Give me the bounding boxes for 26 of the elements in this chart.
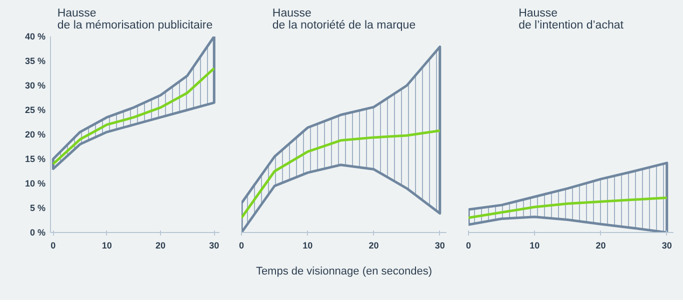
x-tick-label: 30 [662,240,672,250]
x-tick-label: 0 [50,240,56,250]
x-tick-label: 20 [596,240,606,250]
x-tick-label: 10 [302,240,313,250]
y-tick-label: 20 % [24,130,46,140]
x-tick-label: 20 [368,240,379,250]
y-tick-label: 0 % [30,228,46,238]
x-tick-label: 0 [238,240,244,250]
x-tick-label: 0 [466,240,472,250]
y-tick-label: 15 % [24,154,46,164]
x-tick-label: 10 [102,240,112,250]
y-tick-label: 25 % [24,105,46,115]
chart-title: Hausse de la mémorisation publicitaire [57,8,213,32]
y-tick-label: 35 % [24,56,46,66]
y-tick-label: 5 % [30,203,46,213]
x-tick-label: 10 [530,240,540,250]
x-axis-title: Temps de visionnage (en secondes) [256,266,432,278]
chart-title: Hausse de l’intention d’achat [518,8,624,32]
chart-title: Hausse de la notoriété de la marque [272,8,416,32]
x-tick-label: 30 [209,240,220,250]
line-series [52,67,216,166]
x-tick-label: 20 [155,240,166,250]
y-tick-label: 30 % [24,80,46,90]
y-tick-label: 10 % [24,178,46,188]
y-tick-label: 40 % [24,32,46,42]
x-tick-label: 30 [434,240,445,250]
